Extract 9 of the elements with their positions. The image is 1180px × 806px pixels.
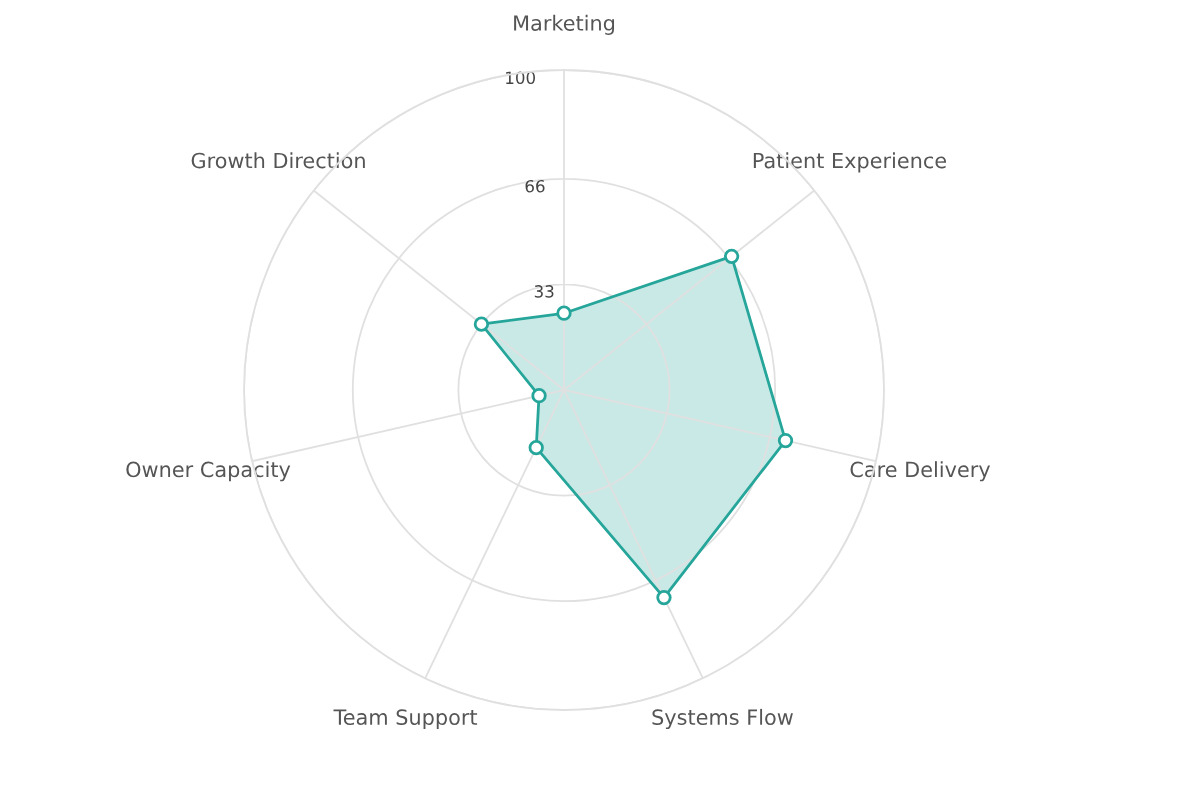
spoke-label: Team Support [333,709,478,730]
spoke-label: Care Delivery [850,461,991,482]
y-tick-label: 66 [525,179,545,193]
spoke-label: Growth Direction [191,152,365,169]
spoke-label: Patient Experience [753,152,947,173]
spoke-label: Marketing [514,14,615,35]
y-tick-label: 33 [534,285,554,298]
spoke-label: Owner Capacity [126,461,291,482]
spoke-label: Systems Flow [652,708,793,730]
